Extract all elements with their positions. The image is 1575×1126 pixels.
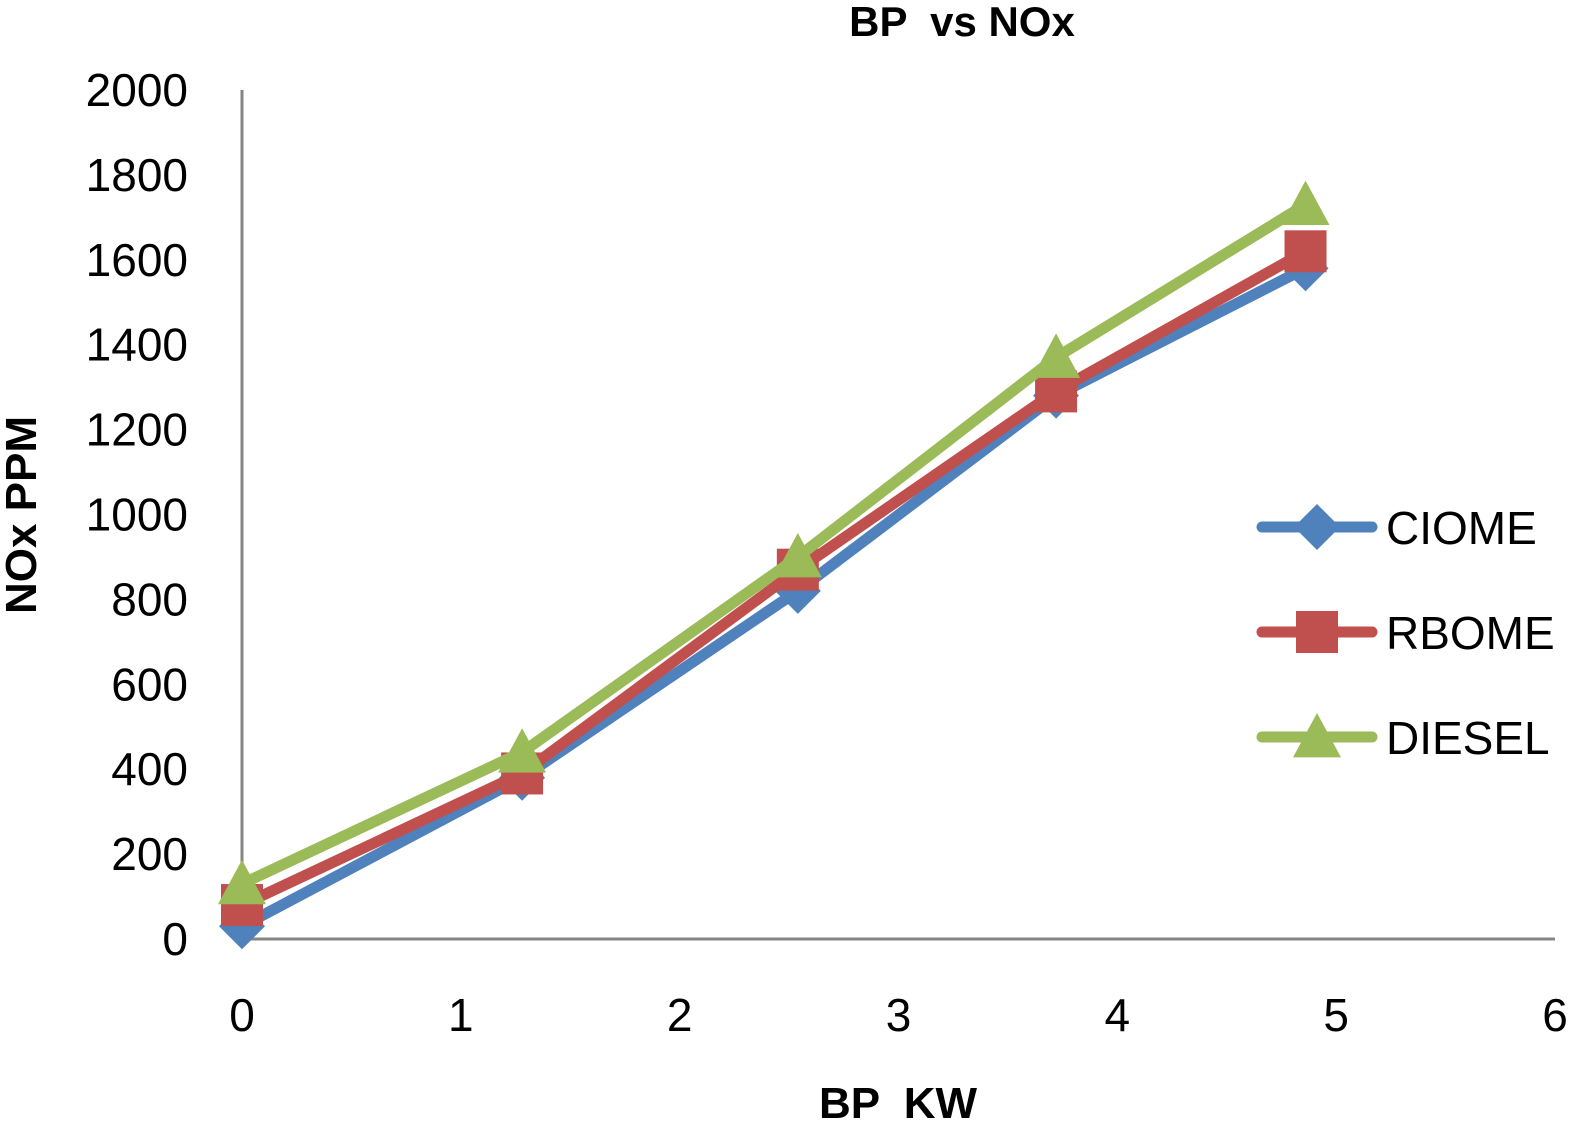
x-tick-label: 4 (1105, 989, 1131, 1041)
legend-marker-ciome (1294, 504, 1340, 550)
y-tick-label: 800 (111, 573, 188, 625)
legend-item-rbome: RBOME (1256, 607, 1555, 659)
data-point-diesel (218, 859, 266, 905)
y-axis-title: NOx PPM (0, 416, 46, 614)
y-tick-label: 2000 (86, 64, 188, 116)
chart-title: BP vs NOx (849, 0, 1075, 45)
legend-item-diesel: DIESEL (1256, 712, 1550, 764)
y-tick-label: 1800 (86, 149, 188, 201)
legend-item-ciome: CIOME (1256, 502, 1537, 554)
legend-marker-diesel (1293, 713, 1341, 758)
legend-label-rbome: RBOME (1386, 607, 1555, 659)
data-point-diesel (498, 728, 547, 773)
data-point-rbome (1284, 230, 1327, 273)
x-tick-label: 5 (1323, 989, 1349, 1041)
y-tick-label: 0 (162, 913, 188, 965)
data-point-diesel (1281, 180, 1330, 226)
series-diesel (218, 180, 1330, 905)
series-layer (218, 180, 1330, 950)
x-axis-tick-labels: 0 1 2 3 4 5 6 (229, 989, 1568, 1041)
y-tick-label: 1600 (86, 234, 188, 286)
y-tick-label: 1200 (86, 404, 188, 456)
legend-marker-rbome (1296, 611, 1338, 653)
x-tick-label: 1 (448, 989, 474, 1041)
y-tick-label: 200 (111, 828, 188, 880)
y-tick-label: 400 (111, 743, 188, 795)
data-point-diesel (1032, 333, 1081, 378)
x-tick-label: 2 (667, 989, 693, 1041)
y-axis-tick-labels: 0 200 400 600 800 1000 1200 1400 1600 1800 2000 (86, 64, 188, 965)
x-tick-label: 0 (229, 989, 255, 1041)
data-point-diesel (773, 532, 822, 578)
legend-label-ciome: CIOME (1386, 502, 1537, 554)
x-tick-label: 6 (1542, 989, 1568, 1041)
x-tick-label: 3 (886, 989, 912, 1041)
y-tick-label: 1000 (86, 489, 188, 541)
series-line-diesel (236, 199, 1312, 890)
x-axis-title: BP KW (819, 1079, 978, 1126)
y-tick-label: 1400 (86, 319, 188, 371)
legend: CIOME RBOME DIESEL (1256, 502, 1555, 764)
y-tick-label: 600 (111, 658, 188, 710)
legend-label-diesel: DIESEL (1386, 712, 1550, 764)
